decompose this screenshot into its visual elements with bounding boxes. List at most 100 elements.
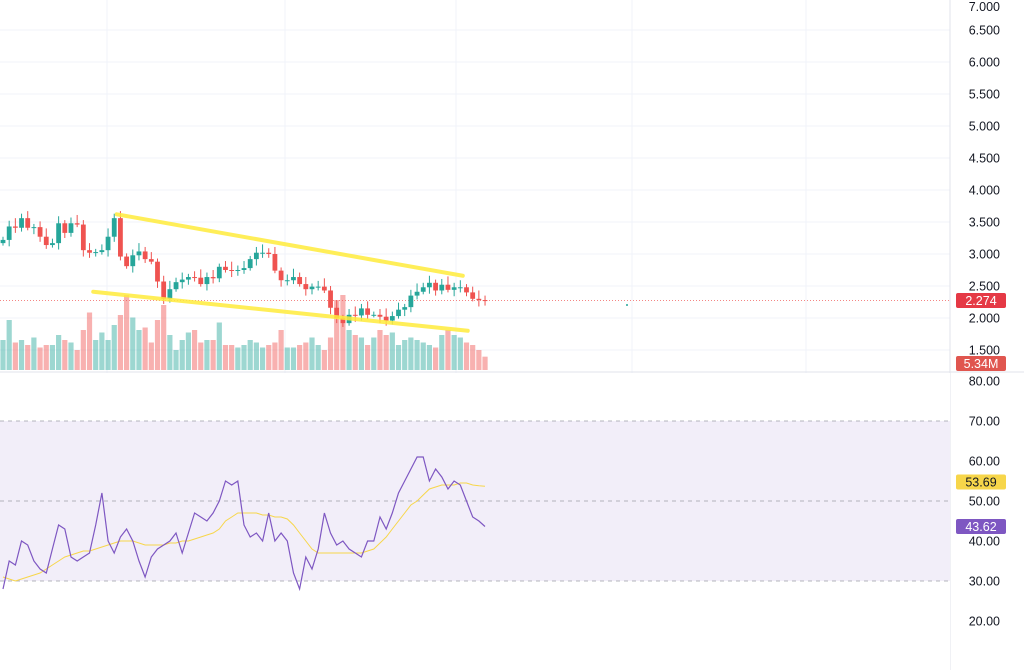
candle — [315, 280, 321, 291]
volume-bar — [235, 347, 241, 370]
candle — [198, 269, 204, 287]
candle-body — [216, 266, 222, 279]
volume-bar — [327, 337, 334, 370]
candle — [253, 246, 259, 266]
candle-body — [439, 284, 445, 291]
candle-body — [253, 252, 259, 260]
candle — [321, 278, 327, 294]
volume-bar — [340, 295, 346, 370]
candle-body — [118, 218, 123, 257]
candle-body — [260, 252, 265, 254]
volume-bar — [198, 342, 204, 370]
candle-body — [272, 254, 278, 271]
volume-bar — [358, 337, 365, 370]
candle — [223, 261, 228, 273]
candle-body — [303, 284, 309, 290]
volume-bar — [62, 340, 68, 370]
volume-bar — [470, 345, 476, 370]
candle — [457, 280, 463, 293]
price-tick-label: 5.500 — [969, 88, 1000, 102]
volume-bar — [191, 330, 198, 370]
candle-body — [130, 255, 136, 267]
candle — [408, 289, 414, 313]
candle — [396, 302, 401, 319]
volume-bar — [420, 342, 426, 370]
volume-bar — [49, 345, 56, 370]
candle-body — [291, 277, 296, 281]
candle-body — [284, 280, 290, 282]
price-tick-label: 4.500 — [969, 152, 1000, 166]
trendline — [91, 289, 470, 333]
volume-bar — [463, 342, 470, 370]
candle — [216, 263, 222, 283]
volume-bar — [253, 342, 259, 370]
volume-bar — [284, 347, 290, 370]
volume-bar — [31, 337, 37, 370]
rsi-tick-label: 80.00 — [969, 375, 1000, 389]
candle — [68, 217, 74, 237]
candle-body — [37, 227, 43, 237]
candle — [204, 272, 210, 291]
candle-body — [210, 277, 216, 279]
candle-body — [464, 287, 469, 293]
volume-bar — [303, 342, 309, 370]
candle-body — [309, 286, 315, 290]
candle-body — [420, 287, 426, 292]
candle-body — [6, 226, 12, 240]
volume-bar — [315, 345, 321, 370]
volume-bar — [167, 335, 173, 370]
candle-body — [427, 282, 432, 288]
price-tick-label: 4.000 — [969, 184, 1000, 198]
volume-tag: 5.34M — [956, 356, 1006, 371]
candle-body — [297, 277, 303, 285]
volume-bar — [117, 315, 124, 370]
volume-bar — [37, 347, 43, 370]
candle-body — [62, 223, 68, 233]
candle-body — [328, 290, 333, 308]
candle — [266, 248, 272, 258]
candle — [186, 273, 191, 285]
last-price-tag: 2.274 — [956, 292, 1006, 308]
candle-body — [396, 309, 401, 317]
volume-bar — [278, 330, 284, 370]
candle-body — [457, 287, 463, 289]
candle-body — [359, 308, 364, 316]
candle-body — [99, 250, 105, 253]
candle-body — [68, 223, 74, 233]
candle-body — [223, 266, 228, 270]
candle-body — [74, 223, 80, 225]
candle-body — [31, 227, 37, 229]
candle — [439, 278, 445, 295]
volume-bar — [86, 312, 93, 370]
candle — [12, 218, 18, 233]
volume-bar — [433, 347, 439, 370]
candle-body — [278, 270, 284, 281]
trendline — [114, 212, 465, 278]
price-tick-label: 3.500 — [969, 216, 1000, 230]
rsi-tick-label: 30.00 — [969, 575, 1000, 589]
candle-body — [334, 307, 340, 318]
candle-body — [315, 286, 321, 288]
volume-bar — [309, 337, 315, 370]
candle-body — [43, 236, 49, 246]
volume-bar — [142, 327, 148, 370]
candle — [37, 221, 43, 242]
candle-body — [148, 259, 154, 262]
volume-bar — [389, 332, 395, 370]
candle-body — [482, 300, 488, 302]
volume-bar — [272, 342, 278, 370]
candle — [105, 228, 111, 257]
volume-bar — [229, 345, 235, 370]
rsi-tick-label: 50.00 — [969, 495, 1000, 509]
candle-body — [0, 239, 6, 244]
volume-bar — [173, 350, 179, 370]
candle — [291, 268, 296, 285]
volume-bar — [111, 325, 117, 370]
candle — [451, 282, 457, 297]
candle — [334, 300, 340, 324]
candle-body — [402, 307, 408, 310]
candle — [260, 244, 265, 258]
candle-body — [56, 223, 62, 244]
volume-bar — [395, 345, 402, 370]
